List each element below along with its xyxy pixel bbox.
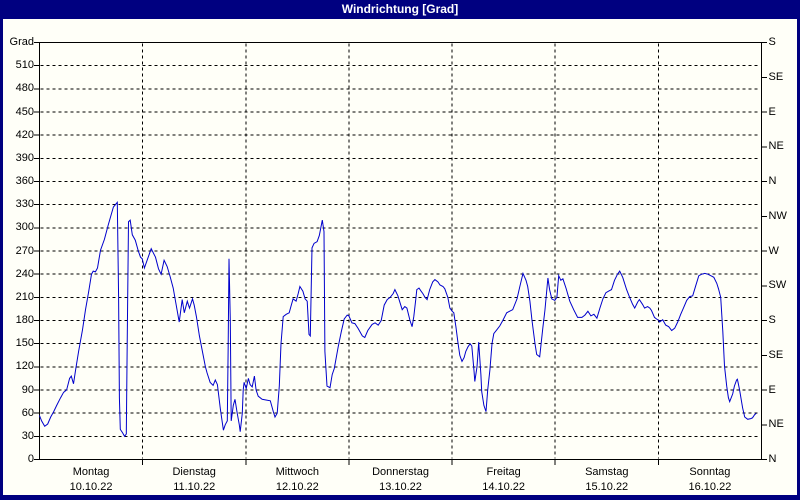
compass-tick-label: NE xyxy=(768,140,784,153)
window-title: Windrichtung [Grad] xyxy=(341,2,459,16)
y-tick-label: 60 xyxy=(21,406,34,419)
chart-panel xyxy=(3,19,797,495)
y-tick-label: 360 xyxy=(15,175,34,187)
compass-tick-label: S xyxy=(768,36,776,48)
y-tick-label: 240 xyxy=(15,267,34,280)
compass-tick-label: SW xyxy=(768,279,787,292)
plot-frame xyxy=(39,42,762,460)
y-tick-label: 210 xyxy=(15,290,34,303)
compass-tick-label: E xyxy=(768,105,776,118)
compass-tick-label: N xyxy=(768,453,777,465)
compass-tick-label: SE xyxy=(768,348,784,361)
day-date-label: 14.10.22 xyxy=(482,481,526,493)
day-date-label: 10.10.22 xyxy=(69,481,113,493)
compass-tick-label: N xyxy=(768,175,777,187)
wind-direction-line xyxy=(39,201,757,438)
y-tick-label: 390 xyxy=(15,151,34,164)
day-date-label: 13.10.22 xyxy=(379,481,422,493)
y-tick-label: 450 xyxy=(15,105,34,118)
y-tick-label: 480 xyxy=(15,82,34,95)
compass-tick-label: SE xyxy=(768,70,784,83)
y-tick-label: 330 xyxy=(15,198,34,211)
y-tick-label: 300 xyxy=(15,221,34,234)
y-tick-label: 120 xyxy=(15,360,34,373)
compass-tick-label: E xyxy=(768,383,776,396)
compass-tick-label: NE xyxy=(768,418,784,431)
day-name-label: Donnerstag xyxy=(372,466,429,478)
compass-tick-label: NW xyxy=(768,209,787,222)
day-name-label: Samstag xyxy=(585,466,629,478)
day-date-label: 11.10.22 xyxy=(173,481,216,493)
y-tick-label: 510 xyxy=(15,59,34,72)
day-date-label: 15.10.22 xyxy=(585,481,629,493)
y-tick-label: 150 xyxy=(15,337,34,350)
day-name-label: Mittwoch xyxy=(275,466,320,478)
y-tick-label: 30 xyxy=(21,429,34,442)
day-date-label: 16.10.22 xyxy=(688,481,732,493)
y-axis-unit-label: Grad xyxy=(9,36,34,48)
y-tick-label: 0 xyxy=(27,453,34,465)
compass-tick-label: S xyxy=(768,314,776,326)
y-tick-label: 420 xyxy=(15,128,34,141)
title-bar: Windrichtung [Grad] xyxy=(0,0,800,19)
y-tick-label: 90 xyxy=(21,383,34,396)
day-date-label: 12.10.22 xyxy=(275,481,319,493)
day-name-label: Sonntag xyxy=(689,466,731,478)
y-tick-label: 270 xyxy=(15,244,34,257)
day-name-label: Dienstag xyxy=(172,466,216,478)
day-name-label: Montag xyxy=(72,466,110,478)
y-tick-label: 180 xyxy=(15,314,34,326)
day-name-label: Freitag xyxy=(486,466,521,478)
compass-tick-label: W xyxy=(768,244,779,257)
